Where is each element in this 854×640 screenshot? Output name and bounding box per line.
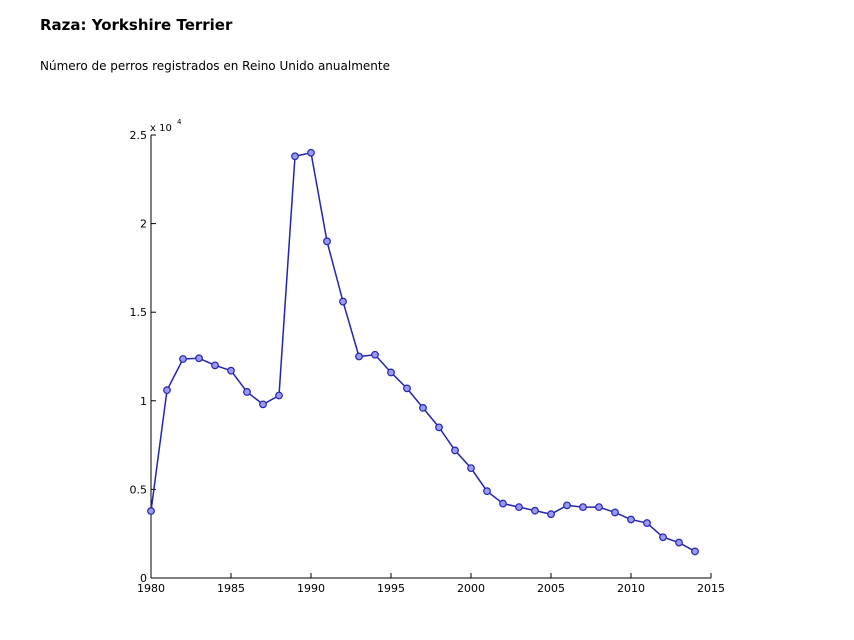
data-point bbox=[531, 506, 539, 515]
chart-title: Raza: Yorkshire Terrier bbox=[40, 16, 233, 34]
data-point bbox=[163, 386, 171, 395]
data-point bbox=[515, 503, 523, 512]
data-point bbox=[659, 533, 667, 542]
y-tick-label: 2.5 bbox=[130, 129, 148, 142]
data-point bbox=[323, 237, 331, 246]
x-tick-label: 1990 bbox=[297, 582, 325, 595]
axis-multiplier: x 10 bbox=[150, 123, 172, 134]
data-point bbox=[579, 503, 587, 512]
data-point bbox=[227, 366, 235, 375]
data-point bbox=[147, 507, 155, 515]
data-point bbox=[627, 515, 635, 524]
data-point bbox=[451, 446, 459, 455]
chart-subtitle: Número de perros registrados en Reino Un… bbox=[40, 59, 390, 73]
y-tick-label: 2 bbox=[140, 218, 147, 231]
data-point bbox=[499, 499, 507, 508]
data-point bbox=[563, 501, 571, 510]
data-point bbox=[211, 361, 219, 370]
x-tick-label: 2005 bbox=[537, 582, 565, 595]
series-line bbox=[150, 151, 696, 553]
x-tick-label: 1995 bbox=[377, 582, 405, 595]
data-point bbox=[259, 400, 267, 409]
y-tick-label: 0 bbox=[140, 572, 147, 585]
y-tick-label: 1.5 bbox=[130, 306, 148, 319]
data-point bbox=[435, 423, 443, 432]
data-point bbox=[355, 352, 363, 361]
data-point bbox=[403, 384, 411, 393]
data-point bbox=[371, 350, 379, 359]
data-point bbox=[179, 355, 187, 363]
data-point bbox=[611, 508, 619, 517]
data-point bbox=[419, 403, 427, 412]
data-point bbox=[243, 388, 251, 396]
data-point bbox=[467, 464, 475, 473]
data-point bbox=[595, 503, 603, 512]
data-point bbox=[675, 538, 683, 547]
data-point bbox=[691, 547, 699, 556]
axis-multiplier-exponent: 4 bbox=[177, 118, 182, 126]
x-tick-label: 1985 bbox=[217, 582, 245, 595]
data-point bbox=[307, 148, 315, 157]
y-tick-label: 1 bbox=[140, 395, 147, 408]
data-point bbox=[195, 354, 203, 363]
y-tick-label: 0.5 bbox=[130, 483, 148, 496]
x-tick-label: 2010 bbox=[617, 582, 645, 595]
x-tick-label: 1980 bbox=[137, 582, 165, 595]
x-tick-label: 2015 bbox=[697, 582, 725, 595]
data-point bbox=[291, 152, 299, 161]
data-point bbox=[547, 510, 555, 519]
data-point bbox=[275, 391, 283, 400]
data-point bbox=[387, 368, 395, 377]
x-tick-label: 2000 bbox=[457, 582, 485, 595]
data-point bbox=[483, 487, 491, 496]
data-point bbox=[339, 297, 347, 306]
data-point bbox=[643, 519, 651, 527]
